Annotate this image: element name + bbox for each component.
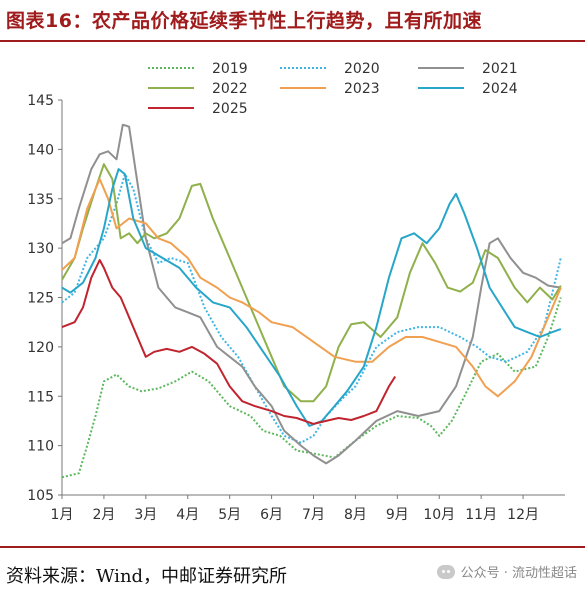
series-line-2019 xyxy=(61,297,562,479)
series-line-2023 xyxy=(61,178,562,398)
y-tick-label: 110 xyxy=(27,439,54,455)
legend-label-2019: 2019 xyxy=(212,61,248,77)
y-tick-label: 105 xyxy=(27,488,54,504)
series-line-2025 xyxy=(61,259,397,425)
x-tick-label: 8月 xyxy=(344,507,367,523)
legend-label-2024: 2024 xyxy=(482,81,518,97)
x-tick-label: 4月 xyxy=(176,507,199,523)
x-tick-label: 1月 xyxy=(51,507,74,523)
y-tick-label: 140 xyxy=(27,142,54,158)
wechat-icon xyxy=(436,564,455,579)
x-tick-label: 2月 xyxy=(92,507,115,523)
y-tick-label: 145 xyxy=(27,93,54,109)
x-tick-label: 12月 xyxy=(507,507,539,523)
x-tick-label: 6月 xyxy=(260,507,283,523)
series-line-2022 xyxy=(61,163,562,403)
legend-label-2025: 2025 xyxy=(212,101,248,117)
y-tick-label: 120 xyxy=(27,340,54,356)
x-tick-label: 10月 xyxy=(423,507,455,523)
x-tick-label: 5月 xyxy=(218,507,241,523)
y-axis: 105 110 115 120 125 130 135 140 145 xyxy=(27,93,63,504)
legend-label-2022: 2022 xyxy=(212,81,248,97)
figure-title: 图表16：农产品价格延续季节性上行趋势，且有所加速 xyxy=(6,10,482,32)
watermark-text: 公众号 · 流动性超话 xyxy=(460,566,577,581)
series-line-2020 xyxy=(61,173,562,444)
x-tick-label: 11月 xyxy=(465,507,497,523)
x-tick-label: 3月 xyxy=(134,507,157,523)
y-tick-label: 115 xyxy=(27,389,54,405)
source-note: 资料来源：Wind，中邮证券研究所 xyxy=(6,566,288,587)
chart-area: 2019 2020 2021 2022 2023 2024 2025 105 110 115 12… xyxy=(0,48,585,538)
figure-header: 图表16：农产品价格延续季节性上行趋势，且有所加速 xyxy=(0,0,585,42)
legend-label-2021: 2021 xyxy=(482,61,518,77)
series-line-2021 xyxy=(61,123,561,465)
x-tick-label: 9月 xyxy=(386,507,409,523)
watermark: 公众号 · 流动性超话 xyxy=(436,562,577,581)
legend-label-2020: 2020 xyxy=(344,61,380,77)
figure-footer: 资料来源：Wind，中邮证券研究所 公众号 · 流动性超话 xyxy=(0,546,585,592)
plot-area xyxy=(61,123,562,479)
y-tick-label: 125 xyxy=(27,291,54,307)
legend-label-2023: 2023 xyxy=(344,81,380,97)
x-axis: 1月 2月 3月 4月 5月 6月 7月 8月 9月 10月 11月 12月 xyxy=(51,494,565,523)
x-tick-label: 7月 xyxy=(302,507,325,523)
y-tick-label: 135 xyxy=(27,192,54,208)
line-chart: 2019 2020 2021 2022 2023 2024 2025 105 110 115 12… xyxy=(27,61,565,523)
chart-legend: 2019 2020 2021 2022 2023 2024 2025 xyxy=(148,61,518,117)
y-tick-label: 130 xyxy=(27,241,54,257)
